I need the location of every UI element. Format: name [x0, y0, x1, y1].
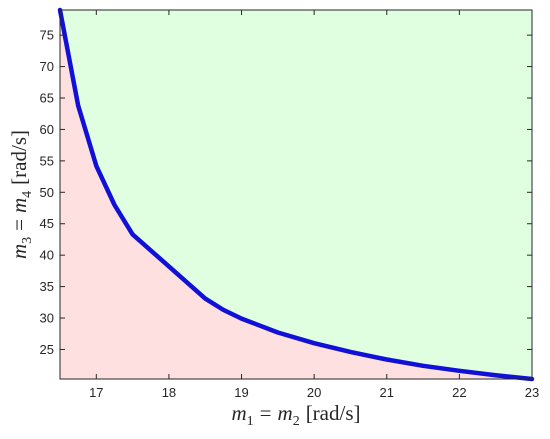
y-axis-label-rhs-sub: 4: [20, 191, 35, 198]
y-tick-label-75: 75: [40, 28, 54, 43]
x-tick-label-18: 18: [162, 385, 176, 400]
x-axis-label-lhs-sub: 1: [247, 414, 254, 429]
y-tick-label-55: 55: [40, 153, 54, 168]
y-axis-label-rhs: m: [7, 198, 31, 213]
y-axis-label: m3=m4[rad/s]: [7, 130, 35, 259]
x-axis-label-unit: [rad/s]: [306, 401, 361, 425]
y-tick-label-50: 50: [40, 185, 54, 200]
y-axis-label-unit: [rad/s]: [7, 130, 31, 185]
y-tick-label-70: 70: [40, 59, 54, 74]
y-tick-label-25: 25: [40, 342, 54, 357]
x-axis-label-lhs: m: [232, 401, 247, 425]
y-axis-ticks: 25 30 35 40 45 50 55 60 65 70 75: [40, 28, 532, 357]
x-tick-label-23: 23: [525, 385, 539, 400]
y-axis-label-lhs: m: [7, 244, 31, 259]
x-tick-label-20: 20: [307, 385, 321, 400]
x-axis-ticks: 17 18 19 20 21 22 23: [89, 10, 539, 400]
y-axis-label-lhs-sub: 3: [20, 237, 35, 244]
y-tick-label-40: 40: [40, 248, 54, 263]
plot-area: [57, 7, 535, 382]
region-above-curve: [60, 10, 532, 379]
x-tick-label-17: 17: [89, 385, 103, 400]
y-tick-label-35: 35: [40, 279, 54, 294]
y-tick-label-60: 60: [40, 122, 54, 137]
y-tick-label-45: 45: [40, 216, 54, 231]
y-tick-label-30: 30: [40, 311, 54, 326]
x-axis-label-rhs-sub: 2: [293, 414, 300, 429]
x-tick-label-22: 22: [452, 385, 466, 400]
x-axis-label: m1 = m2 [rad/s]: [232, 401, 361, 429]
boundary-curve-line: [57, 7, 535, 382]
x-tick-label-21: 21: [380, 385, 394, 400]
region-below-curve: [60, 10, 532, 379]
plot-frame: [59, 9, 533, 380]
x-tick-label-19: 19: [234, 385, 248, 400]
y-tick-label-65: 65: [40, 91, 54, 106]
x-axis-label-rhs: m: [278, 401, 293, 425]
